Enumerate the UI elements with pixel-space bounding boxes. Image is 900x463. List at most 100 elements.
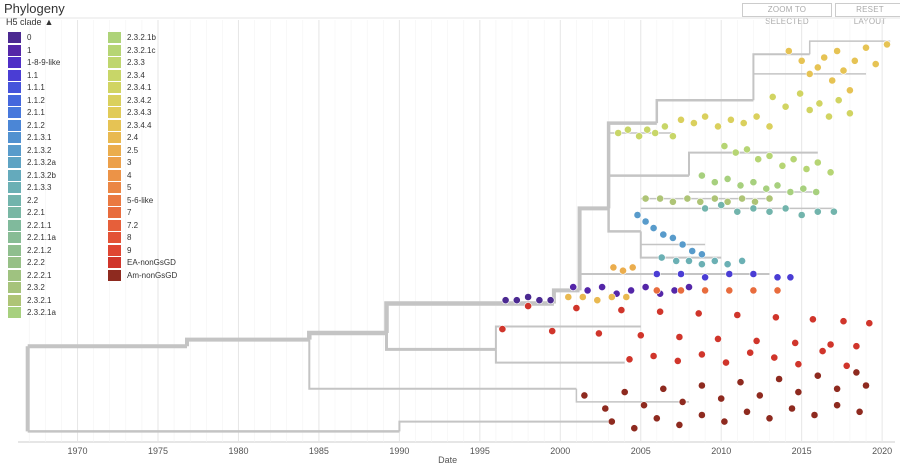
tip-point[interactable]: [826, 168, 835, 177]
tip-point[interactable]: [813, 371, 822, 380]
tip-point[interactable]: [685, 256, 693, 265]
tip-point[interactable]: [714, 122, 722, 131]
tip-point[interactable]: [672, 256, 681, 265]
tip-point[interactable]: [659, 384, 668, 393]
tip-point[interactable]: [696, 197, 705, 206]
tip-point[interactable]: [812, 188, 821, 196]
tip-point[interactable]: [871, 60, 880, 68]
tip-point[interactable]: [670, 286, 679, 295]
tip-point[interactable]: [762, 184, 771, 193]
legend-item[interactable]: 0: [8, 31, 31, 44]
tip-point[interactable]: [690, 119, 698, 127]
tip-point[interactable]: [710, 256, 719, 265]
tip-point[interactable]: [698, 381, 706, 390]
tip-point[interactable]: [677, 286, 685, 295]
legend-item[interactable]: 2.4: [108, 131, 138, 144]
tip-point[interactable]: [635, 132, 643, 141]
legend-item[interactable]: 2.2.2.1: [8, 269, 51, 282]
tip-point[interactable]: [805, 106, 814, 114]
legend-item[interactable]: 8: [108, 231, 131, 244]
tip-point[interactable]: [852, 342, 861, 351]
tip-point[interactable]: [701, 112, 709, 121]
tip-point[interactable]: [752, 336, 761, 345]
tip-point[interactable]: [786, 188, 795, 196]
tip-point[interactable]: [746, 348, 755, 357]
tip-point[interactable]: [765, 151, 774, 160]
tip-point[interactable]: [815, 99, 824, 108]
legend-item[interactable]: 2.5: [108, 144, 138, 157]
legend-item[interactable]: 2.2.1.2: [8, 244, 51, 257]
tip-point[interactable]: [781, 102, 790, 111]
tip-point[interactable]: [781, 204, 790, 213]
legend-item[interactable]: 2.1.3.3: [8, 181, 51, 194]
tip-point[interactable]: [651, 129, 660, 137]
tip-point[interactable]: [698, 411, 706, 419]
legend-item[interactable]: 7: [108, 206, 131, 219]
tip-point[interactable]: [788, 404, 796, 413]
legend-item[interactable]: 2.3.2.1a: [8, 306, 56, 319]
legend-item[interactable]: 2.1.3.2b: [8, 169, 56, 182]
legend-item[interactable]: 1: [8, 44, 31, 57]
legend-item[interactable]: 2.1.1: [8, 106, 45, 119]
legend-item[interactable]: 2.3.4.1: [108, 81, 151, 94]
tip-point[interactable]: [778, 161, 787, 170]
legend-item[interactable]: 2.3.4.4: [108, 119, 151, 132]
tip-point[interactable]: [749, 178, 758, 187]
tip-point[interactable]: [569, 283, 578, 291]
tip-point[interactable]: [743, 407, 751, 416]
tip-point[interactable]: [701, 204, 709, 213]
tip-point[interactable]: [640, 401, 648, 410]
tip-point[interactable]: [678, 240, 687, 249]
tip-point[interactable]: [733, 207, 742, 216]
tip-point[interactable]: [625, 355, 634, 364]
tip-point[interactable]: [710, 194, 719, 203]
legend-item[interactable]: 2.3.4: [108, 69, 145, 82]
tip-point[interactable]: [784, 47, 793, 55]
tip-point[interactable]: [725, 270, 734, 278]
tip-point[interactable]: [669, 233, 677, 242]
tip-point[interactable]: [834, 96, 843, 105]
tip-point[interactable]: [789, 155, 798, 164]
tip-point[interactable]: [698, 350, 706, 359]
tip-point[interactable]: [627, 286, 635, 295]
tip-point[interactable]: [675, 333, 684, 341]
tip-point[interactable]: [862, 43, 870, 52]
tip-point[interactable]: [675, 420, 684, 429]
tip-point[interactable]: [524, 293, 532, 301]
tip-point[interactable]: [717, 201, 726, 209]
tip-point[interactable]: [659, 230, 668, 239]
tip-point[interactable]: [723, 197, 732, 206]
tip-point[interactable]: [717, 394, 726, 403]
tip-point[interactable]: [752, 112, 761, 121]
tip-point[interactable]: [620, 388, 629, 396]
tip-point[interactable]: [656, 194, 664, 203]
legend-item[interactable]: 2.2.1.1: [8, 219, 51, 232]
tip-point[interactable]: [883, 40, 891, 49]
legend-item[interactable]: 2.1.2: [8, 119, 45, 132]
tip-point[interactable]: [678, 397, 687, 406]
tip-point[interactable]: [661, 122, 669, 131]
tip-point[interactable]: [794, 388, 803, 396]
legend-item[interactable]: 4: [108, 169, 131, 182]
tip-point[interactable]: [772, 313, 780, 322]
legend-item[interactable]: 1-8-9-like: [8, 56, 60, 69]
legend-item[interactable]: 2.2.1: [8, 206, 45, 219]
tip-point[interactable]: [749, 270, 758, 278]
tip-point[interactable]: [723, 174, 732, 183]
tip-point[interactable]: [852, 368, 861, 377]
legend-item[interactable]: 2.3.2.1: [8, 294, 51, 307]
tip-point[interactable]: [701, 286, 709, 295]
tip-point[interactable]: [698, 171, 706, 180]
tip-point[interactable]: [797, 211, 806, 219]
tip-point[interactable]: [535, 296, 544, 305]
tip-point[interactable]: [652, 286, 661, 295]
tip-point[interactable]: [791, 338, 800, 347]
tip-point[interactable]: [710, 178, 719, 187]
reset-layout-button[interactable]: RESET LAYOUT: [835, 3, 900, 26]
tip-point[interactable]: [862, 381, 870, 390]
tip-point[interactable]: [524, 302, 532, 310]
tip-point[interactable]: [725, 286, 734, 295]
tip-point[interactable]: [765, 207, 774, 216]
tip-point[interactable]: [738, 256, 746, 265]
tip-point[interactable]: [649, 224, 658, 232]
